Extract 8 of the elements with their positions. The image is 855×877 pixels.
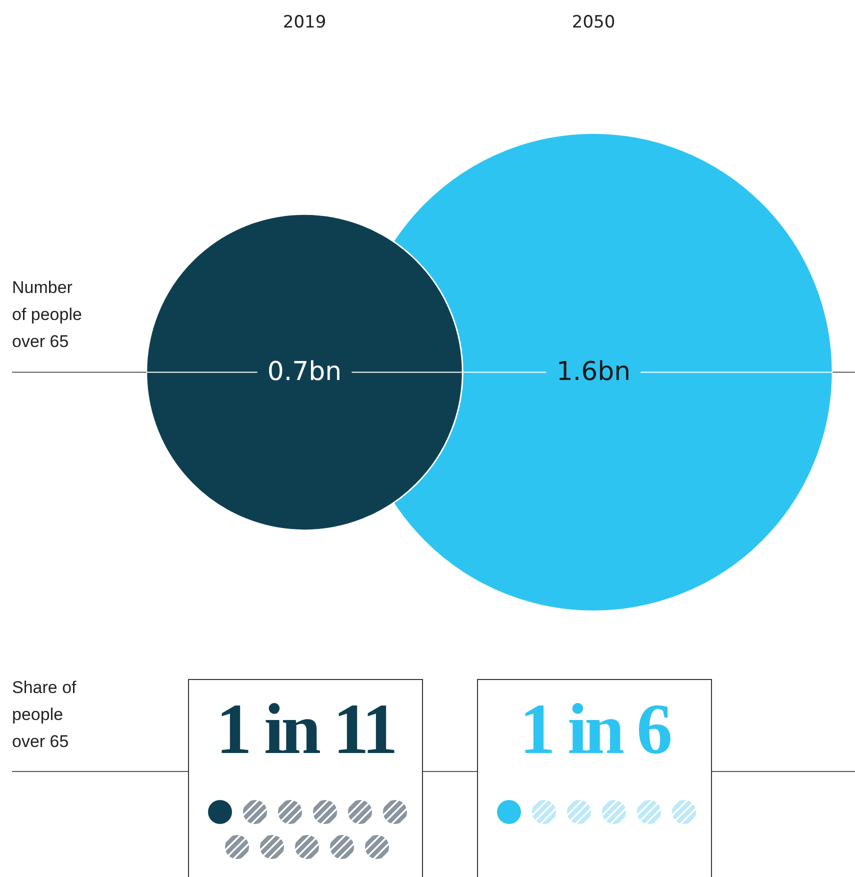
data-label: 1 in 11 [214,688,396,771]
data-label: 1.6bn [556,356,631,387]
category-label: 2019 [282,12,326,33]
text: Share of people over 65 [12,677,78,753]
data-label: 1 in 6 [518,688,672,771]
text: Number of people over 65 [12,277,83,353]
category-label: 2050 [572,12,616,33]
data-label: 0.7bn [267,356,342,387]
